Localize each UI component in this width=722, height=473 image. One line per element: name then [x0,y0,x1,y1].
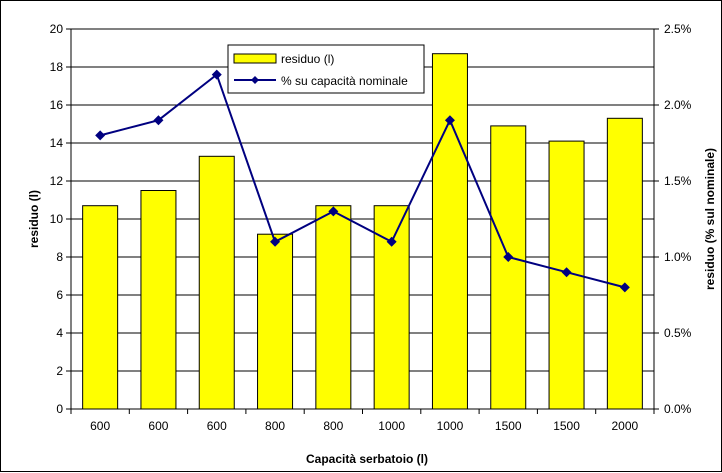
legend-swatch-bar [233,53,277,64]
line-point [153,115,164,126]
legend: residuo (l) % su capacità nominale [227,44,425,94]
y-axis-title: residuo (l) [27,190,41,248]
bar [490,125,527,410]
x-tick-label: 2000 [611,419,638,433]
x-tick-label: 600 [207,419,227,433]
line-point [561,267,572,278]
x-tick-label: 600 [90,419,110,433]
legend-label-bar: residuo (l) [281,52,334,66]
y-tick-label: 4 [56,326,63,340]
x-tick-label: 1000 [378,419,405,433]
line-point [270,236,281,247]
y-tick-label: 6 [56,288,63,302]
bar [82,205,119,410]
y-tick-label: 14 [50,136,64,150]
legend-box [227,44,425,94]
tick-labels: 0 2 4 6 8 10 12 14 16 18 20 0.0% 0.5% 1.0% 1.5% 2.0% 2.5… [50,22,692,433]
series-line [99,72,626,289]
line-point [95,130,106,141]
y2-tick-label: 0.0% [664,402,692,416]
y2-tick-label: 2.5% [664,22,692,36]
line-series [95,69,630,293]
y2-tick-label: 2.0% [664,98,692,112]
bar-series [82,53,643,410]
x-axis-title: Capacità serbatoio (l) [306,452,428,466]
y-tick-label: 12 [50,174,64,188]
bar [431,53,468,410]
line-point [328,206,339,217]
y-tick-label: 20 [50,22,64,36]
legend-label-line: % su capacità nominale [281,74,408,88]
y-tick-label: 8 [56,250,63,264]
y-tick-label: 2 [56,364,63,378]
legend-swatch-marker [251,76,259,84]
y2-tick-label: 1.5% [664,174,692,188]
y-tick-label: 0 [56,402,63,416]
line-point [386,236,397,247]
line-point [211,69,222,80]
y-tick-label: 18 [50,60,64,74]
axes [66,28,659,414]
x-tick-label: 600 [148,419,168,433]
x-tick-label: 1500 [553,419,580,433]
y-tick-label: 10 [50,212,64,226]
line-point [444,115,455,126]
bar [257,233,294,410]
y2-tick-label: 0.5% [664,326,692,340]
x-tick-label: 1500 [495,419,522,433]
y2-tick-label: 1.0% [664,250,692,264]
line-point [503,252,514,262]
x-tick-label: 1000 [437,419,464,433]
line-point [619,282,630,293]
bar [140,190,177,410]
y-tick-label: 16 [50,98,64,112]
y2-axis-title: residuo (% sul nominale) [703,148,717,290]
x-tick-label: 800 [265,419,285,433]
bar [606,117,643,410]
bar [198,155,235,410]
x-tick-label: 800 [323,419,343,433]
bar [315,205,352,410]
